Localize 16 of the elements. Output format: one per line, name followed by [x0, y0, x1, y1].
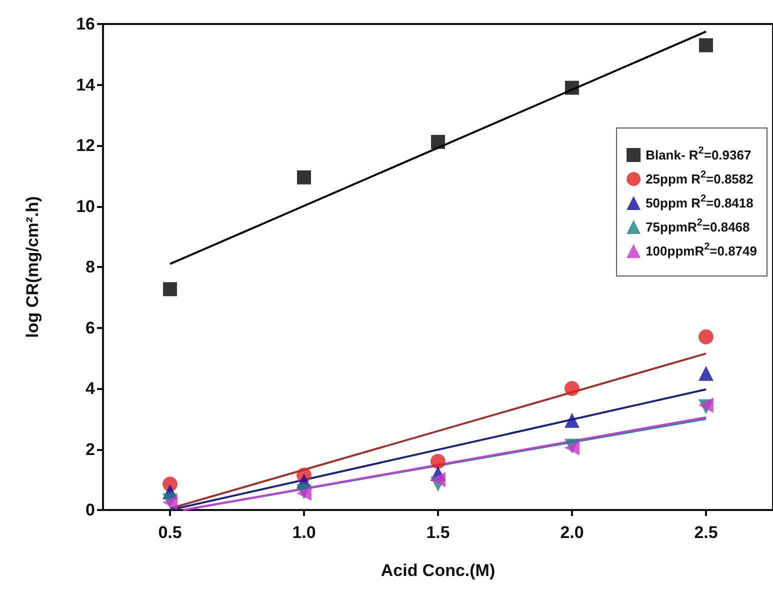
x-tick-label: 1.5 — [426, 523, 450, 542]
y-axis-title: log CR(mg/cm².h) — [23, 196, 42, 338]
y-tick-label: 6 — [86, 318, 95, 338]
x-tick-label: 0.5 — [158, 523, 182, 542]
y-tick-label: 10 — [76, 196, 95, 216]
y-tick-label: 12 — [76, 136, 95, 155]
x-axis-title: Acid Conc.(M) — [380, 561, 496, 580]
x-tick-label: 1.0 — [292, 523, 316, 542]
y-tick-label: 4 — [86, 379, 96, 398]
y-tick-label: 8 — [86, 258, 95, 276]
y-tick-label: 2 — [86, 440, 95, 459]
y-tick-label: 0 — [86, 500, 95, 520]
y-tick-label: 14 — [76, 75, 96, 94]
x-tick-label: 2.0 — [560, 523, 584, 542]
x-tick-label: 2.5 — [694, 523, 718, 542]
y-tick-label: 16 — [76, 14, 95, 34]
